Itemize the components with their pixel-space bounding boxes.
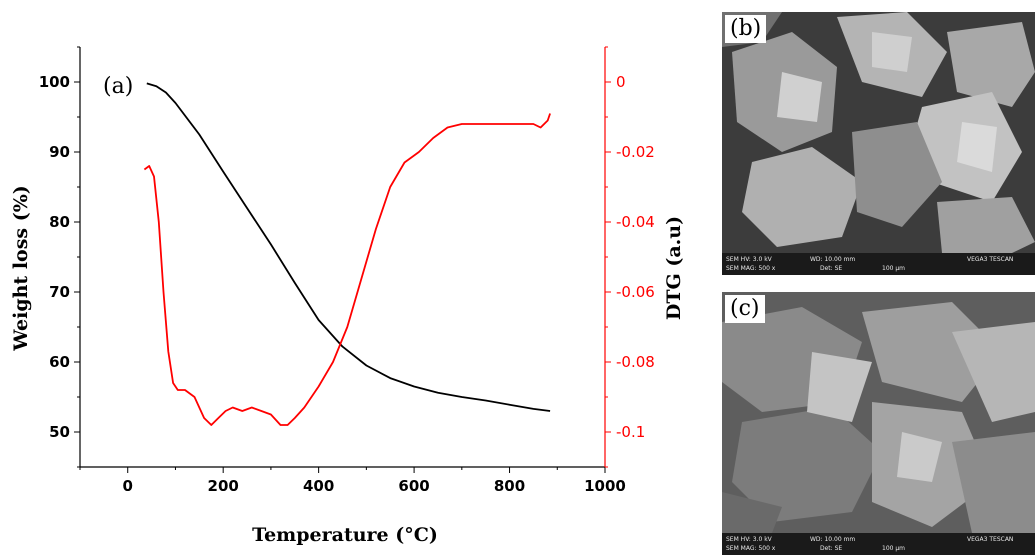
y-right-tick-label: -0.04	[616, 213, 655, 231]
panel-label-c: (c)	[725, 295, 765, 323]
y-left-axis-title: Weight loss (%)	[10, 185, 32, 352]
sem-texture-b	[722, 12, 1035, 275]
x-tick-label: 800	[494, 477, 525, 495]
y-right-axis-title: DTG (a.u)	[663, 216, 685, 320]
sem-wd-c: WD: 10.00 mm	[810, 536, 856, 543]
y-right-tick-label: -0.1	[616, 423, 645, 441]
x-tick-label: 0	[123, 477, 133, 495]
y-left-tick-label: 100	[39, 73, 70, 91]
y-left-tick-label: 50	[49, 423, 70, 441]
sem-brand-b: VEGA3 TESCAN	[967, 256, 1014, 263]
plot-frame	[79, 47, 606, 468]
x-axis-title: Temperature (°C)	[252, 524, 438, 546]
sem-hv-c: SEM HV: 3.0 kV	[726, 536, 772, 543]
panel-label-a: (a)	[103, 74, 133, 99]
sem-databar-c: SEM HV: 3.0 kV SEM MAG: 500 x WD: 10.00 …	[722, 533, 1035, 555]
y-right-tick-label: -0.08	[616, 353, 655, 371]
sem-mag-b: SEM MAG: 500 x	[726, 265, 776, 272]
y-right-tick-label: -0.02	[616, 143, 655, 161]
x-tick-label: 600	[398, 477, 429, 495]
sem-scale-b: 100 μm	[882, 265, 906, 272]
y-left-tick-label: 80	[49, 213, 70, 231]
sem-scale-c: 100 μm	[882, 545, 906, 552]
sem-texture-c	[722, 292, 1035, 555]
x-tick-label: 200	[208, 477, 239, 495]
sem-mag-c: SEM MAG: 500 x	[726, 545, 776, 552]
x-tick-label: 400	[303, 477, 334, 495]
sem-image-c: (c) SEM HV: 3.0 kV SEM MAG: 500 x WD: 10…	[722, 292, 1035, 555]
weight-loss-curve	[146, 82, 551, 412]
sem-det-c: Det: SE	[820, 545, 843, 552]
sem-image-b: (b) SEM HV: 3.0 kV SEM MAG: 500 x WD: 10…	[722, 12, 1035, 275]
sem-wd-b: WD: 10.00 mm	[810, 256, 856, 263]
y-left-tick-label: 90	[49, 143, 70, 161]
sem-hv-b: SEM HV: 3.0 kV	[726, 256, 772, 263]
x-tick-label: 1000	[584, 477, 626, 495]
sem-databar-b: SEM HV: 3.0 kV SEM MAG: 500 x WD: 10.00 …	[722, 253, 1035, 275]
y-right-tick-label: -0.06	[616, 283, 655, 301]
data-curves	[143, 82, 551, 426]
sem-det-b: Det: SE	[820, 265, 843, 272]
sem-brand-c: VEGA3 TESCAN	[967, 536, 1014, 543]
y-left-tick-label: 70	[49, 283, 70, 301]
dtg-curve	[143, 113, 551, 426]
panel-label-b: (b)	[725, 15, 767, 43]
y-right-tick-label: 0	[616, 73, 626, 91]
y-left-tick-label: 60	[49, 353, 70, 371]
